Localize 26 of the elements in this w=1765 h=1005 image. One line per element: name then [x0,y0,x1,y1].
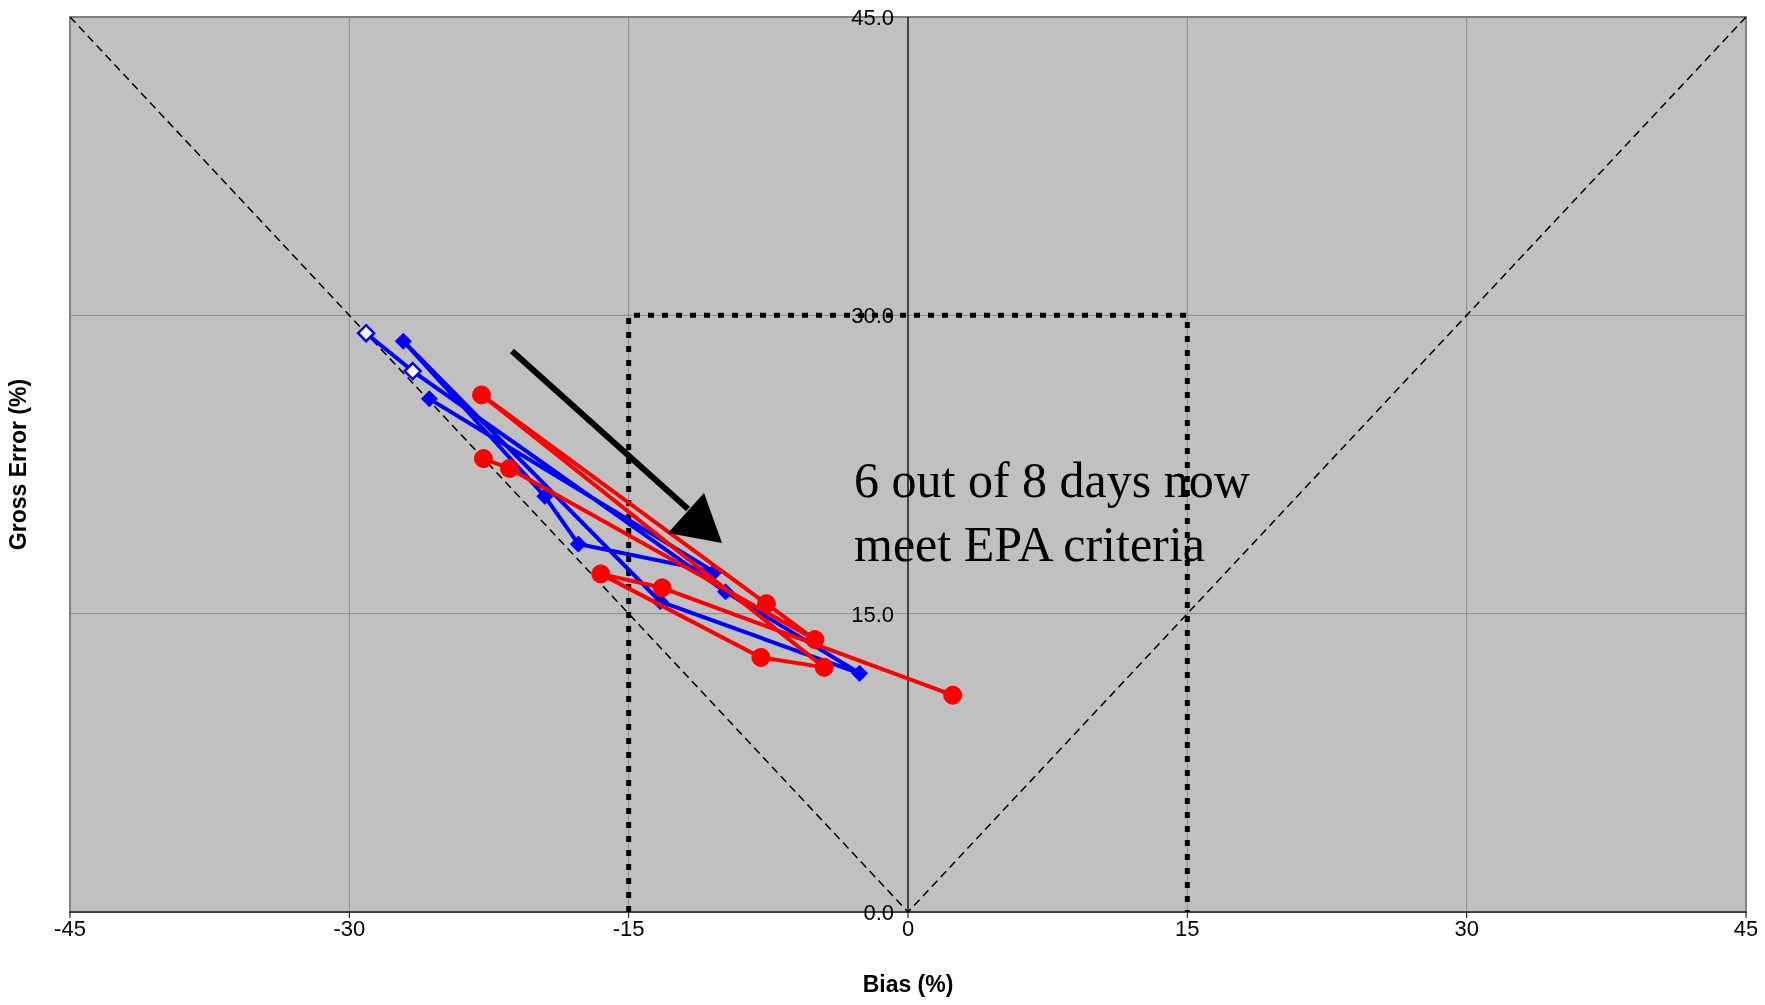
point [569,535,587,553]
point [499,458,519,478]
point [420,390,438,408]
point [814,657,834,677]
point [473,449,493,469]
x-tick-label: 0 [901,915,915,941]
point [851,664,869,682]
y-tick-label: 45.0 [851,5,894,30]
x-tick-label: 45 [1733,915,1759,941]
point [591,564,611,584]
x-tick-label: -15 [612,915,645,941]
y-axis-title: Gross Error (%) [5,378,32,551]
point [394,332,412,350]
point [943,685,963,705]
point [536,487,554,505]
x-tick-label: 15 [1175,915,1200,941]
x-tick-label: -30 [333,915,366,941]
point [756,594,776,614]
point [751,647,771,667]
point [805,630,825,650]
point [472,385,492,405]
x-tick-label: 30 [1454,915,1479,941]
point [652,578,672,598]
y-tick-label: 15.0 [851,601,894,627]
x-axis-title: Bias (%) [862,971,954,997]
x-tick-label: -45 [54,915,86,941]
